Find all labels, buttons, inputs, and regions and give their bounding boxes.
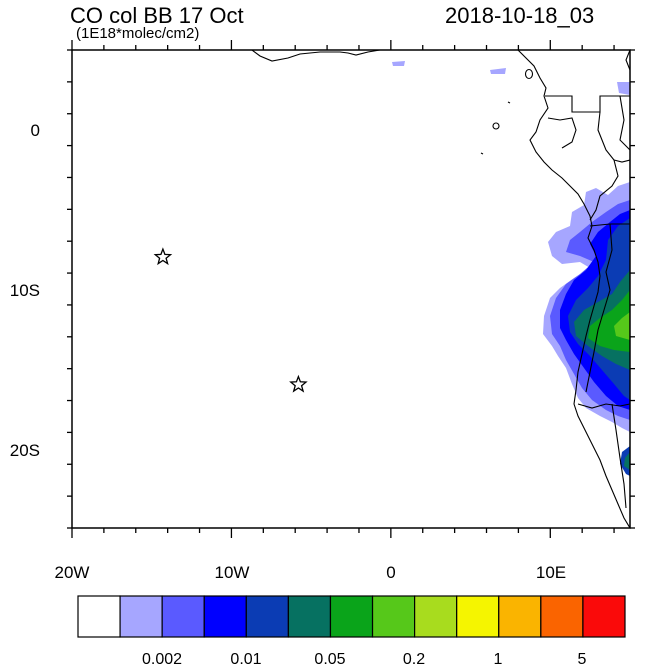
border-1 xyxy=(545,95,630,113)
colorbar-label-5: 5 xyxy=(578,651,587,667)
map-title: CO col BB 17 Oct xyxy=(70,3,244,28)
lon-labels: 20W 10W 0 10E xyxy=(55,563,567,582)
colorbar-labels: 0.002 0.01 0.05 0.2 1 5 xyxy=(142,651,587,667)
colorbar-box-12 xyxy=(582,595,626,638)
colorbar-box-6 xyxy=(329,595,374,638)
colorbar-label-2: 0.05 xyxy=(314,651,345,667)
border-3 xyxy=(547,117,577,149)
colorbar-box-1 xyxy=(119,595,163,638)
border-10 xyxy=(619,95,630,151)
island-annobon xyxy=(480,152,484,155)
valid-time: 2018-10-18_03 xyxy=(445,3,595,28)
island-bioko xyxy=(524,68,534,80)
plume-speck-2 xyxy=(490,68,506,74)
colorbar-box-3 xyxy=(203,595,247,638)
colorbar-box-8 xyxy=(414,595,458,638)
colorbar-box-11 xyxy=(540,595,584,638)
plume-speck-3 xyxy=(617,82,630,95)
colorbar-box-10 xyxy=(498,595,542,638)
station-markers xyxy=(153,247,308,393)
lat-label-20s: 20S xyxy=(10,441,40,460)
colorbar-box-7 xyxy=(371,595,416,638)
island-sao-tome xyxy=(492,122,500,130)
colorbar-label-4: 1 xyxy=(494,651,503,667)
lat-label-10s: 10S xyxy=(10,281,40,300)
plume-south-patch-core xyxy=(624,452,630,470)
colorbar-box-4 xyxy=(245,595,289,638)
plume-light-green xyxy=(614,312,630,340)
map-units: (1E18*molec/cm2) xyxy=(76,25,200,42)
colorbar-box-0 xyxy=(77,595,121,638)
colorbar-label-1: 0.01 xyxy=(230,651,261,667)
colorbar-box-2 xyxy=(161,595,205,638)
border-8 xyxy=(611,403,627,509)
map-frame xyxy=(71,49,631,529)
lon-label-10e: 10E xyxy=(536,563,566,582)
colorbar-label-3: 0.2 xyxy=(403,651,425,667)
star-1-marker xyxy=(153,247,173,266)
co-plume xyxy=(392,61,630,476)
colorbar-label-0: 0.002 xyxy=(142,651,182,667)
lon-label-0: 0 xyxy=(386,563,395,582)
colorbar-box-9 xyxy=(456,595,500,638)
colorbar-box-5 xyxy=(287,595,332,638)
plume-speck-1 xyxy=(392,61,405,66)
island-principe xyxy=(507,101,511,104)
lon-label-20w: 20W xyxy=(55,563,90,582)
lat-label-0: 0 xyxy=(31,121,40,140)
border-9 xyxy=(625,50,630,71)
border-2 xyxy=(589,111,619,221)
tick-marks xyxy=(67,40,635,538)
star-2-marker xyxy=(289,374,308,393)
colorbar xyxy=(77,595,626,638)
coastlines xyxy=(251,50,630,528)
coastline-west-africa-top xyxy=(517,50,630,528)
border-4 xyxy=(613,159,630,163)
border-6 xyxy=(585,223,613,393)
lat-labels: 0 10S 20S xyxy=(10,121,40,460)
coastline-africa xyxy=(251,50,381,62)
border-7 xyxy=(577,403,630,409)
lon-label-10w: 10W xyxy=(215,563,250,582)
